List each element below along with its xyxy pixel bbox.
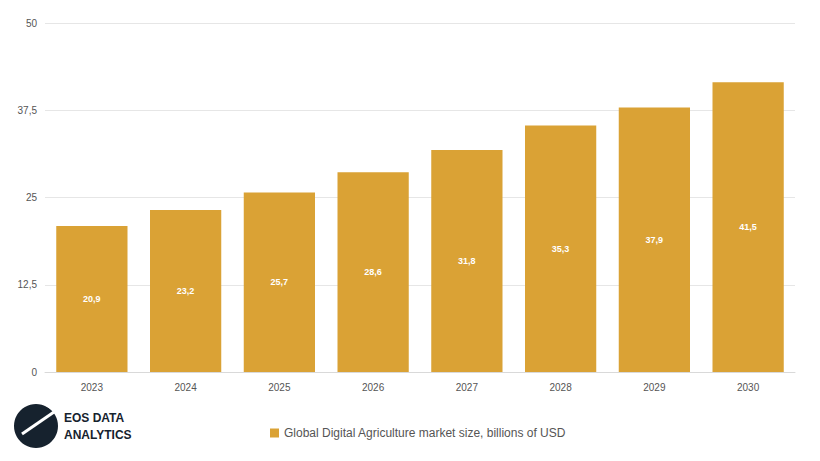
svg-text:12,5: 12,5 — [18, 279, 38, 290]
svg-text:28,6: 28,6 — [364, 267, 382, 277]
svg-text:2024: 2024 — [175, 382, 198, 393]
svg-text:35,3: 35,3 — [552, 244, 570, 254]
svg-text:2028: 2028 — [550, 382, 573, 393]
svg-text:37,9: 37,9 — [646, 235, 664, 245]
svg-text:50: 50 — [26, 18, 38, 29]
svg-text:2023: 2023 — [81, 382, 104, 393]
svg-text:2025: 2025 — [268, 382, 291, 393]
svg-text:37,5: 37,5 — [18, 105, 38, 116]
svg-text:25: 25 — [26, 192, 38, 203]
svg-text:20,9: 20,9 — [83, 294, 101, 304]
svg-text:25,7: 25,7 — [271, 277, 289, 287]
svg-text:31,8: 31,8 — [458, 256, 476, 266]
svg-text:0: 0 — [31, 367, 37, 378]
svg-text:2027: 2027 — [456, 382, 479, 393]
svg-text:Global Digital Agriculture mar: Global Digital Agriculture market size, … — [284, 426, 566, 440]
svg-text:EOS DATA: EOS DATA — [64, 411, 125, 425]
svg-text:41,5: 41,5 — [739, 222, 757, 232]
svg-text:2026: 2026 — [362, 382, 385, 393]
svg-text:2029: 2029 — [643, 382, 666, 393]
svg-text:2030: 2030 — [737, 382, 760, 393]
svg-text:23,2: 23,2 — [177, 286, 195, 296]
svg-text:ANALYTICS: ANALYTICS — [64, 428, 132, 442]
